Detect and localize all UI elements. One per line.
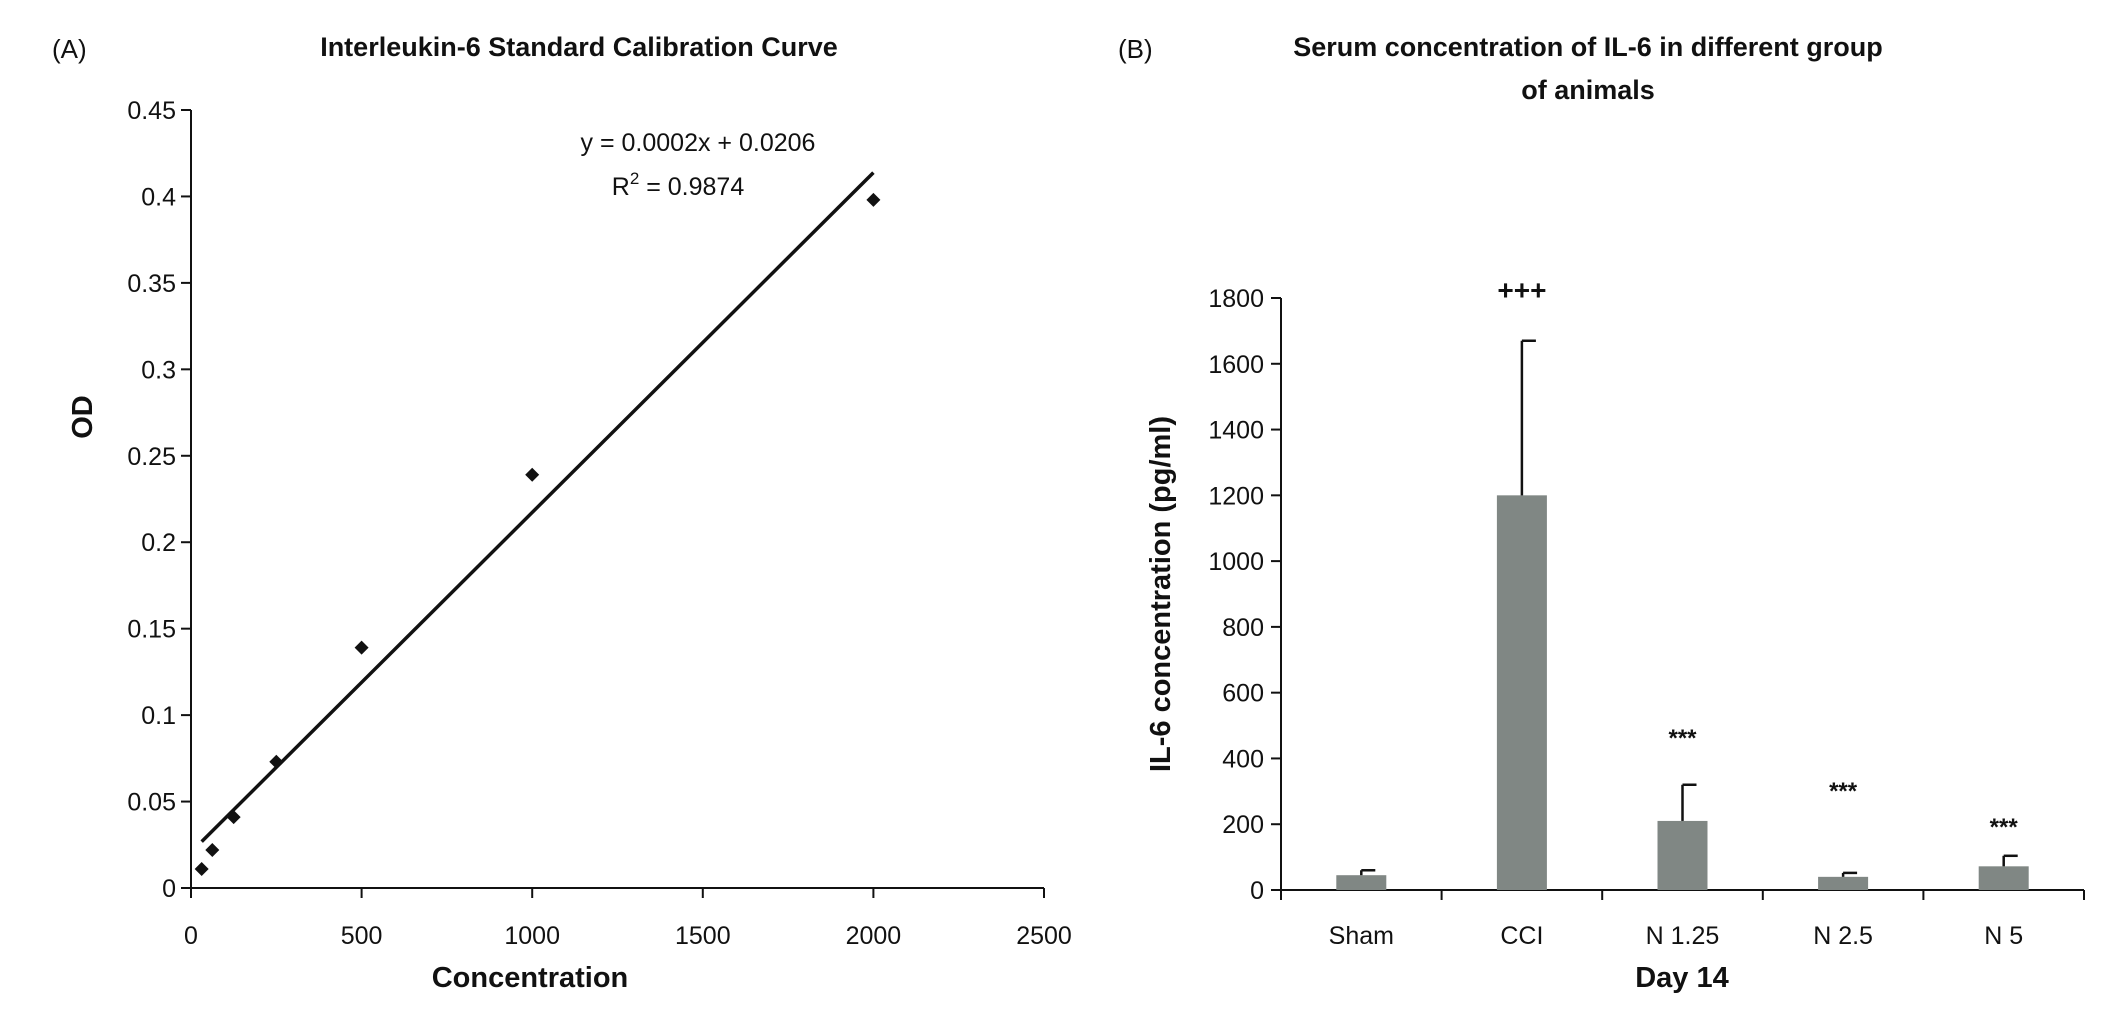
r-squared-exponent: 2 bbox=[630, 169, 639, 188]
x-tick-label: 2000 bbox=[846, 922, 902, 950]
r-squared-value: = 0.9874 bbox=[639, 173, 744, 201]
panel-b-bars: +++ *** *** *** bbox=[1336, 274, 2029, 890]
bar bbox=[1818, 876, 1869, 890]
y-tick-label: 1800 bbox=[1208, 285, 1264, 313]
y-tick-label: 0.2 bbox=[141, 529, 176, 557]
y-tick-label: 0 bbox=[1250, 877, 1264, 905]
y-tick-label: 0.15 bbox=[127, 616, 176, 644]
panel-b-letter: (B) bbox=[1118, 34, 1153, 64]
y-tick-label: 0.05 bbox=[127, 789, 176, 817]
panel-a-y-axis-title: OD bbox=[67, 395, 99, 439]
data-point bbox=[194, 861, 209, 876]
y-tick-label: 0 bbox=[162, 875, 176, 903]
panel-b-y-ticks: 0 200 400 600 800 1000 1200 1400 1600 1800 bbox=[1208, 285, 1281, 905]
panel-b-title-line-2: of animals bbox=[1521, 75, 1655, 105]
panel-a-title: Interleukin-6 Standard Calibration Curve bbox=[320, 32, 838, 62]
y-tick-label: 1200 bbox=[1208, 482, 1264, 510]
data-point bbox=[269, 754, 284, 769]
y-tick-label: 0.35 bbox=[127, 270, 176, 298]
significance-label: *** bbox=[1829, 778, 1858, 805]
panel-a-r-squared: R2 = 0.9874 bbox=[612, 169, 745, 201]
bar bbox=[1978, 866, 2029, 890]
panel-a-equation: y = 0.0002x + 0.0206 bbox=[581, 129, 816, 157]
y-tick-label: 0.25 bbox=[127, 443, 176, 471]
x-tick-label: 500 bbox=[341, 922, 383, 950]
significance-label: +++ bbox=[1497, 274, 1546, 305]
bar bbox=[1496, 495, 1547, 890]
category-label: N 5 bbox=[1984, 922, 2023, 950]
panel-a-points bbox=[194, 192, 881, 876]
bar bbox=[1657, 820, 1708, 890]
category-label: N 2.5 bbox=[1813, 922, 1873, 950]
x-tick-label: 0 bbox=[184, 922, 198, 950]
panel-b-y-axis-title: IL-6 concentration (pg/ml) bbox=[1145, 416, 1177, 772]
category-label: Sham bbox=[1329, 922, 1394, 950]
data-point bbox=[205, 842, 220, 857]
panel-b-x-ticks: Sham CCI N 1.25 N 2.5 N 5 bbox=[1280, 890, 2085, 950]
data-point bbox=[866, 192, 881, 207]
data-point bbox=[354, 640, 369, 655]
panel-a-trendline bbox=[200, 171, 875, 843]
data-point bbox=[226, 810, 241, 825]
category-label: N 1.25 bbox=[1646, 922, 1720, 950]
significance-label: *** bbox=[1668, 725, 1697, 752]
y-tick-label: 600 bbox=[1222, 680, 1264, 708]
y-tick-label: 0.4 bbox=[141, 183, 176, 211]
y-tick-label: 0.3 bbox=[141, 356, 176, 384]
y-tick-label: 200 bbox=[1222, 811, 1264, 839]
r-squared-label: R bbox=[612, 173, 630, 201]
panel-a-y-ticks: 0 0.05 0.1 0.15 0.2 0.25 0.3 0.35 0.4 0.45 bbox=[127, 97, 191, 903]
category-label: CCI bbox=[1500, 922, 1543, 950]
panel-a-letter: (A) bbox=[52, 34, 87, 64]
panel-a-x-axis-title: Concentration bbox=[432, 962, 629, 994]
bar bbox=[1336, 875, 1387, 890]
y-tick-label: 1000 bbox=[1208, 548, 1264, 576]
x-tick-label: 1500 bbox=[675, 922, 731, 950]
panel-b: (B) Serum concentration of IL-6 in diffe… bbox=[1118, 32, 2085, 994]
panel-a: (A) Interleukin-6 Standard Calibration C… bbox=[52, 32, 1072, 994]
x-tick-label: 1000 bbox=[504, 922, 560, 950]
panel-b-x-axis-title: Day 14 bbox=[1635, 962, 1729, 994]
significance-label: *** bbox=[1990, 814, 2019, 841]
y-tick-label: 0.45 bbox=[127, 97, 176, 125]
y-tick-label: 400 bbox=[1222, 745, 1264, 773]
panel-a-x-ticks: 0 500 1000 1500 2000 2500 bbox=[184, 888, 1072, 950]
panel-b-title-line-1: Serum concentration of IL-6 in different… bbox=[1293, 32, 1883, 62]
y-tick-label: 0.1 bbox=[141, 702, 176, 730]
y-tick-label: 1400 bbox=[1208, 417, 1264, 445]
data-point bbox=[525, 467, 540, 482]
y-tick-label: 800 bbox=[1222, 614, 1264, 642]
x-tick-label: 2500 bbox=[1016, 922, 1072, 950]
y-tick-label: 1600 bbox=[1208, 351, 1264, 379]
